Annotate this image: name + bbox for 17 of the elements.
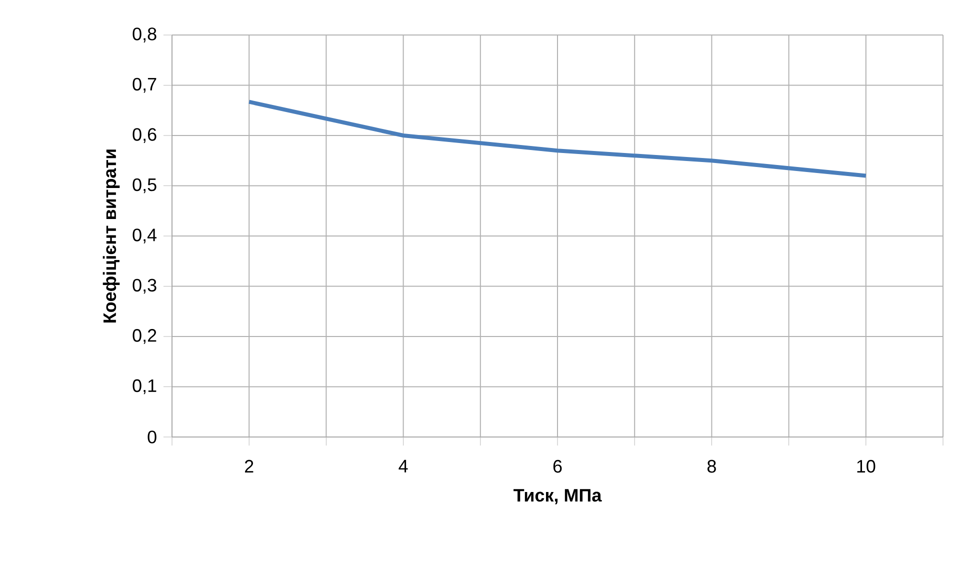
x-tick-label: 6 (553, 460, 562, 473)
y-tick-label: 0,2 (132, 329, 156, 344)
y-tick-label: 0,7 (132, 78, 156, 93)
y-tick-label: 0,4 (132, 228, 157, 244)
y-tick-label: 0,3 (132, 278, 156, 294)
y-tick-label: 0,6 (132, 128, 156, 143)
x-tick-label: 2 (245, 460, 254, 473)
x-tick-label: 8 (707, 460, 716, 473)
x-tick-label: 4 (398, 460, 408, 472)
y-tick-label: 0,5 (132, 178, 156, 194)
y-tick-label: 0,8 (132, 28, 156, 42)
line-series (247, 100, 868, 178)
y-axis-title: Коефіцієнт витрати (102, 150, 120, 322)
x-axis-title: Тиск, МПа (514, 489, 602, 504)
x-tick-label: 10 (857, 460, 876, 473)
y-tick-label: 0 (148, 430, 156, 444)
y-tick-label: 0,1 (132, 379, 156, 394)
